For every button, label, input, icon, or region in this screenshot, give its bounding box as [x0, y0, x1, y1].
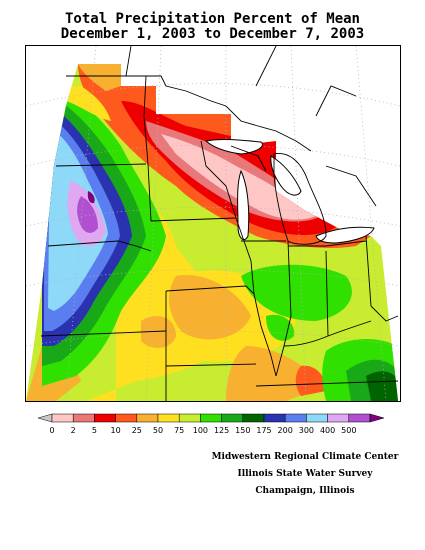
legend-tick-label: 300 — [298, 426, 315, 435]
legend-tick-label: 200 — [277, 426, 293, 435]
legend-colorbar — [37, 413, 385, 423]
legend-swatch — [221, 413, 244, 423]
legend-tick-label: 10 — [110, 426, 121, 435]
map-title-line-2: December 1, 2003 to December 7, 2003 — [60, 26, 365, 42]
credit-line-2: Illinois State Water Survey — [237, 469, 373, 479]
legend-swatch — [136, 413, 159, 423]
precip-field — [26, 64, 398, 401]
legend-swatch — [115, 413, 138, 423]
precipitation-map — [25, 45, 401, 402]
legend-tick-label: 25 — [131, 426, 142, 435]
legend-swatch — [306, 413, 328, 423]
legend-swatch — [327, 413, 350, 423]
legend-swatch — [94, 413, 116, 423]
precipitation-map-canvas — [26, 46, 400, 401]
legend-swatch — [284, 413, 307, 423]
credit-line-1: Midwestern Regional Climate Center — [211, 452, 399, 462]
legend-swatch — [263, 413, 286, 423]
legend-swatch — [242, 413, 265, 423]
legend-tick-label: 5 — [91, 426, 97, 435]
legend-tick-label: 75 — [174, 426, 185, 435]
legend-tick-label: 175 — [256, 426, 272, 435]
legend-swatch — [178, 413, 201, 423]
legend-swatch — [72, 413, 95, 423]
graticule — [26, 46, 400, 401]
credit-line-3: Champaign, Illinois — [255, 486, 355, 496]
legend-swatch — [200, 413, 222, 423]
legend-swatch — [157, 413, 180, 423]
color-legend: 0 2 5 10 25 50 75 100 125 150 175 200 300 400 500 — [37, 412, 385, 436]
legend-swatch — [51, 413, 74, 423]
legend-tick-label: 50 — [152, 426, 164, 435]
legend-arrow-right — [369, 413, 385, 423]
legend-tick-label: 125 — [213, 426, 230, 435]
legend-arrow-left — [37, 413, 53, 423]
legend-tick-label: 150 — [235, 426, 251, 435]
legend-tick-label: 2 — [70, 426, 76, 435]
legend-tick-label: 500 — [341, 426, 357, 435]
state-boundaries — [40, 46, 399, 401]
legend-tick-label: 0 — [49, 426, 55, 435]
legend-tick-label: 400 — [319, 426, 336, 435]
legend-swatch — [348, 413, 371, 423]
map-title-line-1: Total Precipitation Percent of Mean — [64, 11, 360, 27]
legend-tick-label: 100 — [192, 426, 209, 435]
